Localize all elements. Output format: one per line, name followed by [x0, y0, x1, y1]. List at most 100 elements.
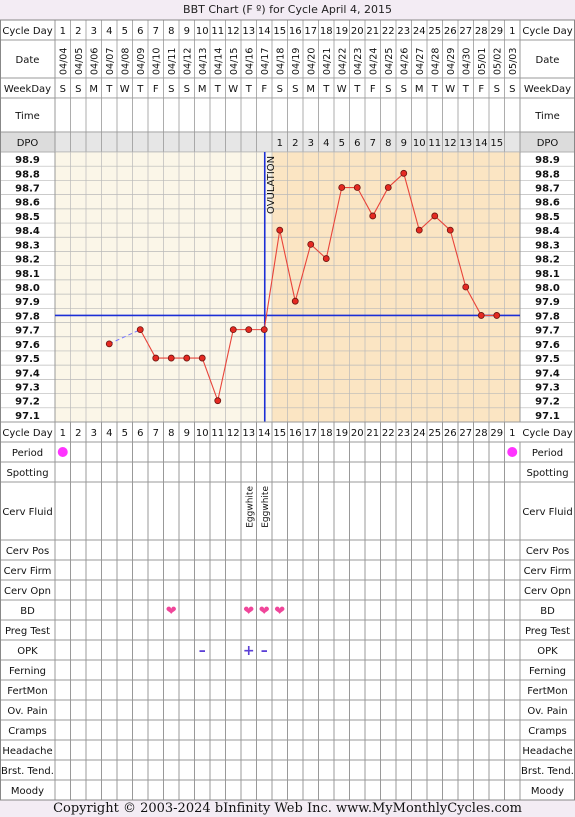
row-label-left: DPO [17, 138, 39, 149]
weekday-label: T [105, 84, 113, 95]
row-label-right: Date [536, 55, 560, 66]
dpo-label: 6 [354, 138, 360, 149]
cycle-day-label: 29 [490, 26, 503, 37]
temp-axis-label-right: 97.5 [535, 354, 560, 365]
weekday-label: T [322, 84, 330, 95]
weekday-label: S [292, 84, 298, 95]
row-label-cell [0, 97, 56, 133]
temp-axis-label-right: 98.3 [535, 240, 560, 251]
temp-axis-label: 97.3 [15, 382, 40, 393]
row-label-left: Date [16, 55, 40, 66]
weekday-label: W [445, 84, 455, 95]
temperature-point [276, 226, 284, 234]
row-label-left: FertMon [7, 686, 47, 697]
cycle-day-label: 5 [122, 428, 128, 439]
intercourse-heart-icon: ❤ [259, 604, 270, 619]
row-label-left: Time [14, 111, 39, 122]
weekday-label: S [401, 84, 407, 95]
row-label-left: Headache [2, 746, 52, 757]
cycle-day-label: 25 [428, 428, 441, 439]
cycle-day-label: 28 [475, 428, 488, 439]
temp-axis-label: 98.1 [15, 269, 40, 280]
temp-axis-label-right: 98.8 [535, 169, 560, 180]
cycle-day-label: 19 [335, 428, 348, 439]
date-label: 04/13 [198, 48, 209, 75]
weekday-label: F [370, 84, 376, 95]
row-label-left: OPK [17, 646, 38, 657]
cycle-day-label: 14 [258, 26, 271, 37]
row-label-left: Moody [11, 786, 44, 797]
cycle-day-label: 21 [366, 26, 379, 37]
cycle-day-label: 18 [320, 428, 333, 439]
cycle-day-label: 15 [273, 428, 286, 439]
date-label: 04/25 [384, 48, 395, 75]
dpo-label: 9 [401, 138, 407, 149]
row-label-left: Ov. Pain [7, 706, 47, 717]
temp-axis-label-right: 97.9 [535, 297, 560, 308]
cycle-day-label: 24 [413, 428, 426, 439]
date-label: 04/05 [74, 48, 85, 75]
temp-axis-label: 98.8 [15, 169, 40, 180]
temp-axis-label-right: 97.1 [535, 411, 560, 422]
weekday-label: M [198, 84, 207, 95]
weekday-label: W [120, 84, 130, 95]
temperature-point [214, 397, 222, 405]
temperature-point [369, 212, 377, 220]
temp-axis-label: 98.7 [15, 184, 40, 195]
temperature-point [353, 184, 361, 191]
temperature-point [338, 184, 346, 191]
row-label-right: Preg Test [525, 626, 570, 637]
cycle-day-label: 1 [60, 428, 66, 439]
weekday-label: T [245, 84, 253, 95]
cycle-day-label: 11 [211, 428, 224, 439]
opk-positive: + [243, 643, 255, 659]
temp-axis-label: 98.4 [15, 226, 40, 237]
cycle-day-label: 27 [459, 26, 472, 37]
date-label: 05/03 [508, 48, 519, 75]
weekday-label: T [462, 84, 470, 95]
missing-gap-line [109, 329, 141, 345]
date-label: 04/21 [322, 48, 333, 75]
row-label-left: Cramps [8, 726, 47, 737]
cycle-day-label: 21 [366, 428, 379, 439]
temp-axis-label-right: 97.7 [535, 326, 560, 337]
date-label: 04/06 [89, 48, 100, 75]
temp-axis-label: 97.8 [15, 311, 40, 322]
dpo-label: 10 [413, 138, 426, 149]
weekday-label: W [337, 84, 347, 95]
cycle-day-label: 7 [153, 428, 159, 439]
row-label-left: Cycle Day [2, 428, 52, 439]
row-label-right: FertMon [527, 686, 567, 697]
intercourse-heart-icon: ❤ [243, 604, 254, 619]
row-label-right: Cerv Firm [524, 566, 572, 577]
cycle-day-label: 18 [320, 26, 333, 37]
ovulation-label: OVULATION [266, 156, 277, 214]
weekday-label: S [494, 84, 500, 95]
intercourse-heart-icon: ❤ [166, 604, 177, 619]
period-dot [57, 447, 68, 457]
temp-axis-label-right: 97.3 [535, 382, 560, 393]
temperature-point [260, 326, 268, 334]
temperature-point [307, 240, 315, 248]
temp-axis-label: 97.4 [15, 368, 40, 379]
row-label-right: Period [532, 448, 563, 459]
temperature-point [462, 283, 470, 291]
opk-negative: – [199, 643, 206, 659]
date-label: 04/04 [58, 48, 69, 75]
cycle-day-label: 5 [122, 26, 128, 37]
date-label: 04/08 [120, 48, 131, 75]
temperature-point [152, 354, 160, 362]
weekday-label: F [478, 84, 484, 95]
cycle-day-label: 1 [509, 26, 515, 37]
temp-axis-label-right: 98.2 [535, 255, 560, 266]
row-label-left: Cerv Firm [4, 566, 52, 577]
temp-axis-label-right: 97.6 [535, 340, 560, 351]
temp-axis-label-right: 98.1 [535, 269, 560, 280]
cycle-day-label: 19 [335, 26, 348, 37]
temperature-point [415, 226, 423, 234]
cycle-day-label: 13 [242, 428, 255, 439]
row-label-right: Headache [522, 746, 572, 757]
cycle-day-label: 26 [444, 428, 457, 439]
weekday-label: F [153, 84, 159, 95]
cycle-day-label: 1 [60, 26, 66, 37]
